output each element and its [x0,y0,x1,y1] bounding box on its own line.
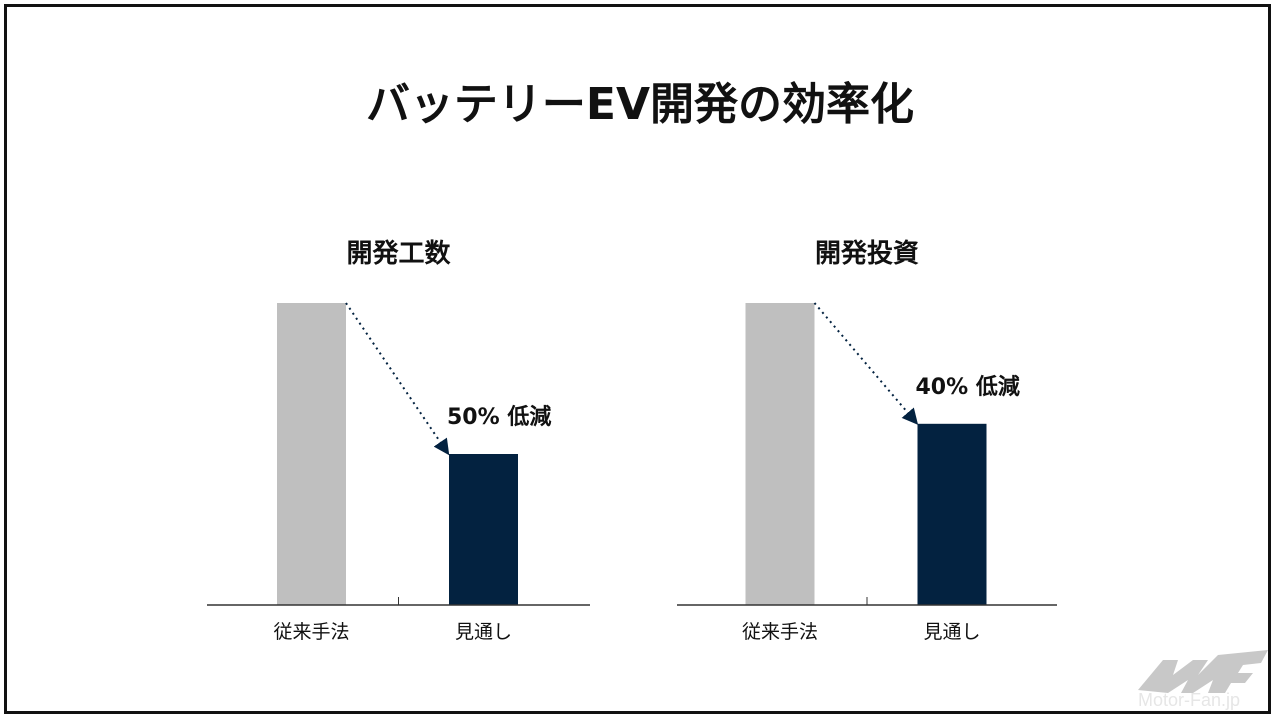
bar-baseline [277,303,346,605]
chart-title: 開発投資 [815,239,919,269]
bar-outlook [917,423,987,605]
category-label: 従来手法 [273,621,349,643]
slide-frame [4,4,1271,714]
reduction-arrow [813,302,919,425]
category-label: 見通し [923,621,980,643]
category-label: 従来手法 [742,621,818,643]
motor-fan-logo [1138,650,1268,693]
reduction-arrow [345,302,450,456]
category-label: 見通し [455,621,512,643]
watermark-text: Motor-Fan.jp [1138,690,1241,710]
chart-title: 開発工数 [346,239,451,269]
bar-baseline [745,303,815,605]
bar-outlook [449,454,518,605]
slide-title: バッテリーEV開発の効率化 [365,79,915,130]
reduction-annotation: 40% 低減 [916,375,1020,400]
reduction-annotation: 50% 低減 [447,405,551,430]
